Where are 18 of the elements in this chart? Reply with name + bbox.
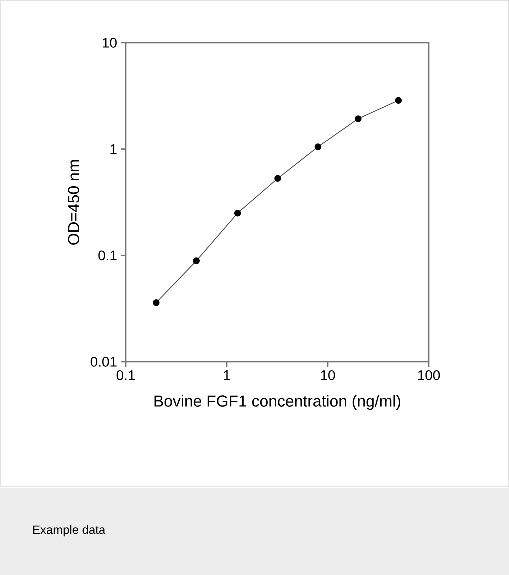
- point: [234, 210, 242, 217]
- point: [274, 175, 282, 182]
- x-tick-label: 10: [321, 370, 336, 380]
- text: Example data: [34, 525, 106, 537]
- x-tick-label: 100: [418, 370, 440, 380]
- point: [355, 116, 362, 122]
- x-tick-label: 0.1: [116, 370, 136, 380]
- x-tick-label: 1: [224, 370, 230, 380]
- y-tick-label: 0.01: [90, 357, 117, 367]
- y-tick-label: 0.1: [98, 250, 117, 261]
- point: [314, 144, 322, 150]
- point: [153, 299, 160, 306]
- y-tick-label: 1: [110, 144, 117, 154]
- y-tick-label: 10: [103, 38, 117, 48]
- x-axis-title: Bovine FGF1 concentration (ng/ml): [154, 395, 400, 410]
- point: [193, 258, 200, 264]
- point: [395, 97, 402, 104]
- y-axis-title: OD=450 nm: [68, 160, 80, 245]
